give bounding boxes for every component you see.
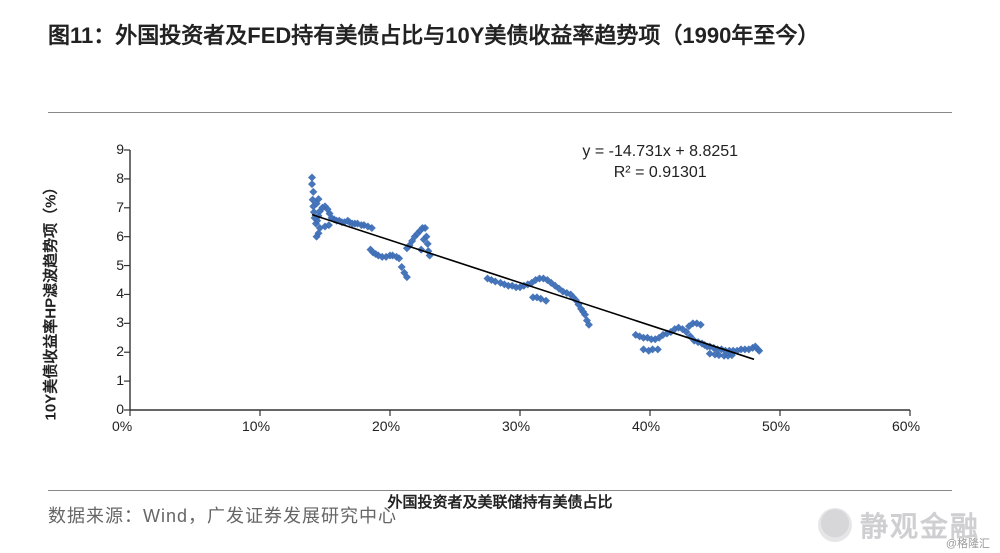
x-tick-label: 60% [892,418,920,434]
x-tick-label: 50% [762,418,790,434]
figure-title-prefix: 图11： [48,23,115,48]
wechat-icon [818,508,852,542]
plot-svg [130,150,910,410]
y-tick-label: 2 [108,343,124,359]
y-tick-label: 4 [108,285,124,301]
attribution: @格隆汇 [946,535,990,551]
y-tick-label: 8 [108,170,124,186]
data-source: 数据来源：Wind，广发证券发展研究中心 [48,502,397,528]
page-root: 图11：外国投资者及FED持有美债占比与10Y美债收益率趋势项（1990年至今）… [0,0,1000,553]
regression-equation: y = -14.731x + 8.8251 R² = 0.91301 [582,142,738,184]
divider-bottom [48,490,952,491]
figure-title-text: 外国投资者及FED持有美债占比与10Y美债收益率趋势项（1990年至今） [115,23,819,48]
x-tick-label: 30% [502,418,530,434]
chart-container: 10Y美债收益率HP滤波趋势项（%） y = -14.731x + 8.8251… [60,130,940,470]
y-tick-label: 1 [108,372,124,388]
y-tick-label: 7 [108,199,124,215]
y-tick-label: 3 [108,314,124,330]
x-tick-label: 20% [372,418,400,434]
y-tick-label: 5 [108,257,124,273]
divider-top [48,112,952,113]
plot-area: y = -14.731x + 8.8251 R² = 0.91301 0%10%… [130,150,910,410]
x-tick-label: 0% [112,418,132,434]
equation-line-2: R² = 0.91301 [582,163,738,184]
x-tick-label: 40% [632,418,660,434]
x-tick-label: 10% [242,418,270,434]
y-tick-label: 0 [108,401,124,417]
equation-line-1: y = -14.731x + 8.8251 [582,142,738,163]
figure-title: 图11：外国投资者及FED持有美债占比与10Y美债收益率趋势项（1990年至今） [48,18,952,53]
y-axis-label: 10Y美债收益率HP滤波趋势项（%） [40,150,61,450]
y-tick-label: 6 [108,228,124,244]
y-tick-label: 9 [108,141,124,157]
